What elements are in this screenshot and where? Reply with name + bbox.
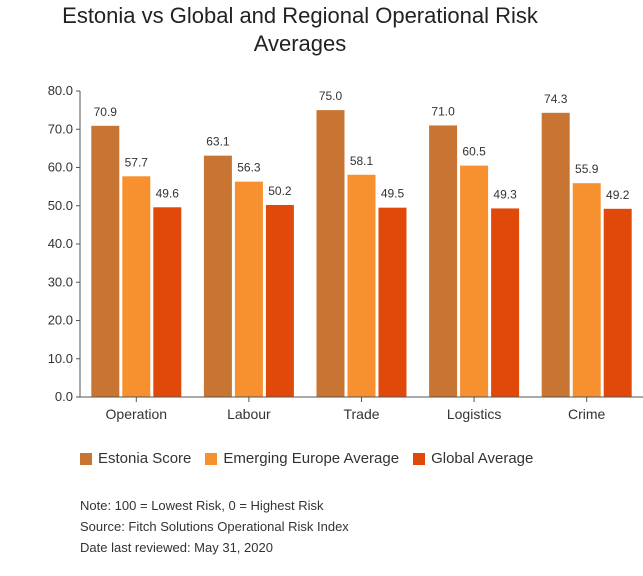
x-tick-label: Labour — [227, 406, 271, 422]
y-tick-label: 70.0 — [48, 121, 73, 136]
legend-swatch-estonia — [80, 452, 92, 465]
bar — [541, 112, 570, 398]
bar — [572, 183, 601, 397]
legend-item-global[interactable]: Global Average — [413, 450, 533, 467]
bar — [603, 208, 632, 397]
y-tick-label: 40.0 — [48, 236, 73, 251]
chart-title-line-1: Estonia vs Global and Regional Operation… — [62, 3, 538, 28]
bar — [378, 207, 407, 397]
bar — [316, 110, 345, 397]
bar — [203, 155, 232, 397]
legend-label-estonia: Estonia Score — [98, 450, 192, 467]
y-tick-label: 50.0 — [48, 198, 73, 213]
bar — [347, 174, 376, 397]
legend-label-global: Global Average — [431, 450, 534, 467]
bar — [265, 204, 294, 397]
bar — [460, 165, 489, 397]
bar-value-label: 58.1 — [350, 154, 374, 168]
x-tick-label: Trade — [343, 406, 379, 422]
chart-notes: Note: 100 = Lowest Risk, 0 = Highest Ris… — [80, 495, 349, 558]
bar-value-label: 71.0 — [431, 104, 455, 118]
bar-value-label: 49.5 — [381, 187, 405, 201]
chart-title: Estonia vs Global and Regional Operation… — [0, 2, 600, 58]
bar — [234, 181, 263, 397]
note-date-reviewed: Date last reviewed: May 31, 2020 — [80, 540, 273, 555]
y-tick-label: 80.0 — [48, 83, 73, 98]
bar-value-label: 75.0 — [319, 89, 343, 103]
bar-value-label: 50.2 — [268, 184, 292, 198]
legend-label-emerging-europe: Emerging Europe Average — [223, 450, 400, 467]
legend-swatch-emerging-europe — [205, 452, 218, 465]
bar — [491, 208, 520, 397]
bar-value-label: 70.9 — [94, 105, 118, 119]
chart-legend: Estonia Score Emerging Europe Average Gl… — [80, 450, 533, 467]
legend-item-estonia[interactable]: Estonia Score — [80, 450, 191, 467]
x-tick-label: Logistics — [447, 406, 501, 422]
bar-value-label: 55.9 — [575, 162, 599, 176]
bar-value-label: 56.3 — [237, 161, 261, 175]
bar-value-label: 49.2 — [606, 188, 630, 202]
bar-value-label: 49.3 — [493, 187, 517, 201]
legend-swatch-global — [413, 452, 426, 465]
x-tick-label: Crime — [568, 406, 606, 422]
bar — [122, 176, 151, 397]
y-tick-label: 10.0 — [48, 351, 73, 366]
bar-chart: 0.0 10.0 20.0 30.0 40.0 50.0 60.0 70.0 80.0 70.9 5… — [48, 83, 643, 422]
bar — [429, 125, 458, 398]
y-tick-label: 0.0 — [55, 389, 73, 404]
y-tick-label: 60.0 — [48, 160, 73, 175]
y-tick-label: 20.0 — [48, 313, 73, 328]
bar — [91, 125, 120, 398]
chart-title-line-2: Averages — [253, 31, 347, 56]
bar — [153, 207, 182, 397]
bar-value-label: 60.5 — [462, 145, 486, 159]
bar-value-label: 49.6 — [156, 186, 180, 200]
bar-value-label: 63.1 — [206, 135, 230, 149]
note-scale: Note: 100 = Lowest Risk, 0 = Highest Ris… — [80, 498, 324, 513]
y-tick-label: 30.0 — [48, 274, 73, 289]
bar-value-label: 57.7 — [125, 155, 149, 169]
bar-value-label: 74.3 — [544, 92, 568, 106]
note-source: Source: Fitch Solutions Operational Risk… — [80, 519, 349, 534]
legend-item-emerging-europe[interactable]: Emerging Europe Average — [205, 450, 399, 467]
x-tick-label: Operation — [106, 406, 167, 422]
